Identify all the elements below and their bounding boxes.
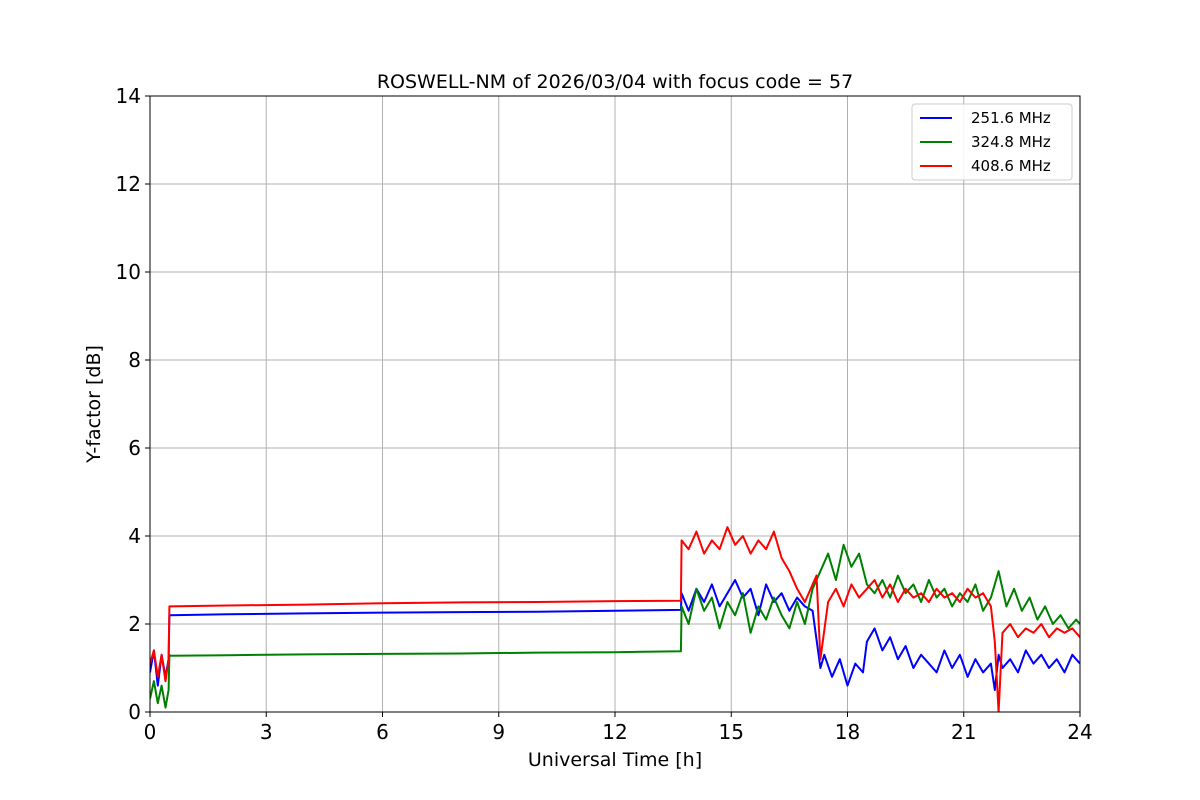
series-line-3 — [150, 526, 1080, 712]
x-tick-label: 0 — [144, 720, 157, 744]
x-tick-label: 15 — [719, 720, 744, 744]
y-axis-label: Y-factor [dB] — [83, 345, 105, 464]
y-ticks: 0 2 4 6 8 10 12 14 — [116, 84, 150, 724]
x-tick-label: 3 — [260, 720, 273, 744]
x-tick-label: 6 — [376, 720, 389, 744]
x-ticks: 0 3 6 9 12 15 18 21 24 — [144, 712, 1093, 744]
x-axis-label: Universal Time [h] — [528, 749, 702, 771]
x-tick-label: 21 — [951, 720, 976, 744]
x-tick-label: 24 — [1067, 720, 1092, 744]
y-tick-label: 14 — [116, 84, 141, 108]
x-tick-label: 18 — [835, 720, 860, 744]
y-tick-label: 6 — [128, 436, 141, 460]
y-tick-label: 2 — [128, 612, 141, 636]
legend-label: 251.6 MHz — [971, 109, 1051, 127]
series-layer — [150, 526, 1080, 712]
y-tick-label: 10 — [116, 260, 141, 284]
x-tick-label: 12 — [602, 720, 627, 744]
chart-title: ROSWELL-NM of 2026/03/04 with focus code… — [377, 71, 853, 93]
series-line-2 — [150, 543, 1080, 709]
legend-label: 408.6 MHz — [971, 157, 1051, 175]
x-tick-label: 9 — [492, 720, 505, 744]
legend: 251.6 MHz 324.8 MHz 408.6 MHz — [911, 103, 1073, 181]
legend-label: 324.8 MHz — [971, 133, 1051, 151]
y-tick-label: 0 — [128, 700, 141, 724]
y-tick-label: 4 — [128, 524, 141, 548]
legend-box — [911, 103, 1073, 181]
y-tick-label: 12 — [116, 172, 141, 196]
y-tick-label: 8 — [128, 348, 141, 372]
